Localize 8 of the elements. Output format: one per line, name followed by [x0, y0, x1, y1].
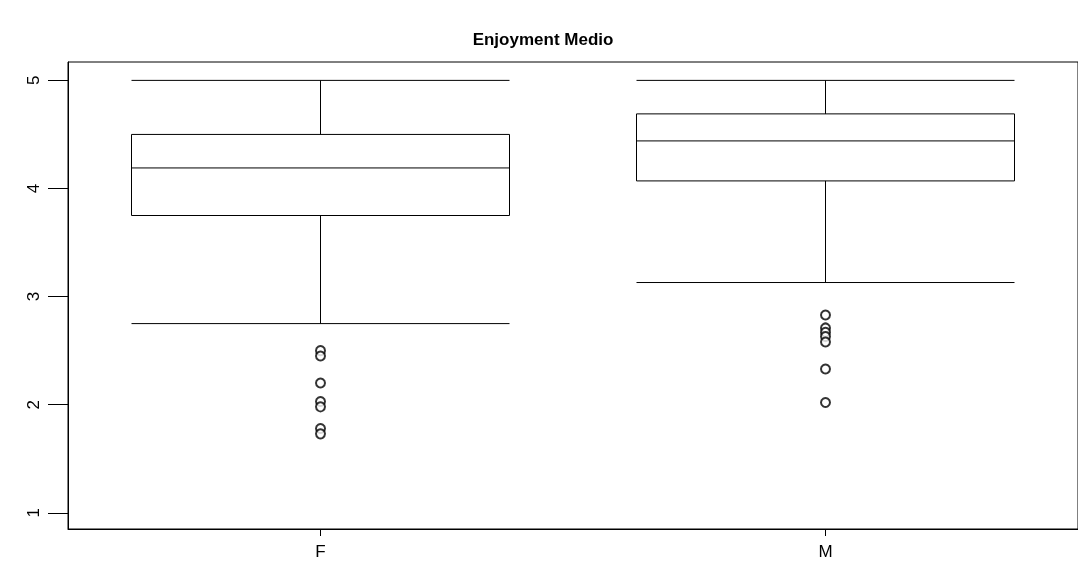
y-tick-label: 2 — [24, 399, 43, 410]
x-tick-label: M — [818, 542, 833, 561]
y-tick-label: 1 — [24, 508, 43, 518]
y-tick-label: 3 — [24, 291, 43, 302]
chart-title: Enjoyment Medio — [472, 30, 614, 49]
y-tick-label: 5 — [24, 75, 43, 86]
x-tick-label: F — [315, 542, 326, 561]
y-tick-label: 4 — [24, 183, 43, 194]
